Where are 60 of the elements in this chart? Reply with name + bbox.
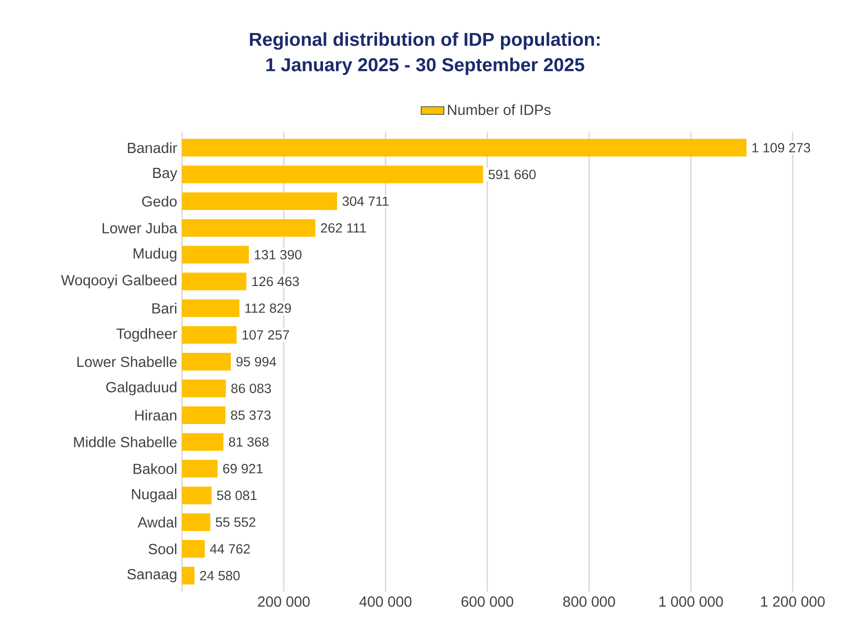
data-label: 112 829 — [245, 303, 291, 313]
data-label: 1 109 273 — [752, 143, 810, 152]
y-tick-label: Lower Juba — [102, 222, 178, 234]
x-tick-label: 800 000 — [563, 596, 616, 607]
x-tick-label: 600 000 — [462, 596, 514, 607]
data-label: 58 081 — [217, 490, 257, 500]
y-tick-label: Middle Shabelle — [74, 436, 177, 448]
data-label: 262 111 — [320, 223, 366, 233]
bar — [182, 166, 484, 184]
data-label: 69 921 — [223, 464, 263, 474]
y-tick-label: Bakool — [134, 463, 176, 474]
y-tick-label: Banadir — [128, 142, 178, 154]
bar — [182, 272, 246, 290]
data-label: 107 257 — [242, 330, 290, 340]
data-label: 55 552 — [216, 517, 256, 527]
bar — [182, 352, 231, 370]
x-tick-label: 1 000 000 — [659, 596, 723, 607]
y-tick-label: Hiraan — [135, 410, 176, 421]
data-label: 81 368 — [228, 437, 269, 447]
y-tick-label: Gedo — [142, 196, 177, 207]
bar — [182, 246, 249, 264]
data-label: 24 580 — [200, 570, 240, 580]
x-tick-label: 1 200 000 — [761, 596, 825, 607]
legend-label: Number of IDPs — [448, 104, 551, 116]
y-tick-label: Awdal — [138, 516, 176, 528]
data-label: 44 762 — [210, 544, 250, 554]
chart-title: Regional distribution of IDP population: — [250, 32, 600, 50]
y-tick-label: Togdheer — [116, 328, 178, 342]
bar — [182, 433, 224, 451]
y-tick-label: Woqooyi Galbeed — [61, 274, 176, 288]
data-label: 86 083 — [231, 384, 271, 394]
bar — [182, 219, 316, 237]
bar — [182, 486, 212, 504]
y-tick-label: Mudug — [134, 248, 176, 262]
bar — [182, 406, 226, 424]
bar — [182, 380, 226, 398]
x-tick-label: 200 000 — [258, 596, 310, 607]
bar — [182, 299, 240, 318]
y-tick-label: Sool — [148, 544, 176, 554]
chart-subtitle: 1 January 2025 - 30 September 2025 — [266, 58, 584, 76]
data-label: 304 711 — [342, 196, 389, 206]
data-label: 85 373 — [230, 410, 271, 420]
data-label: 126 463 — [252, 276, 299, 286]
bar — [182, 326, 237, 344]
y-tick-label: Bay — [153, 168, 178, 182]
bar — [182, 192, 338, 210]
y-tick-label: Bari — [152, 302, 176, 314]
bar — [182, 460, 218, 478]
bar — [182, 540, 205, 558]
y-tick-label: Galgaduud — [106, 382, 176, 396]
x-tick-label: 400 000 — [359, 596, 412, 607]
y-tick-label: Lower Shabelle — [77, 356, 177, 368]
y-tick-label: Sanaag — [127, 569, 176, 582]
y-tick-label: Nugaal — [132, 488, 176, 502]
bar — [182, 566, 195, 584]
bar — [182, 138, 747, 157]
bar — [182, 513, 210, 531]
data-label: 131 390 — [254, 250, 302, 260]
data-label: 591 660 — [488, 170, 536, 180]
data-label: 95 994 — [236, 356, 276, 366]
